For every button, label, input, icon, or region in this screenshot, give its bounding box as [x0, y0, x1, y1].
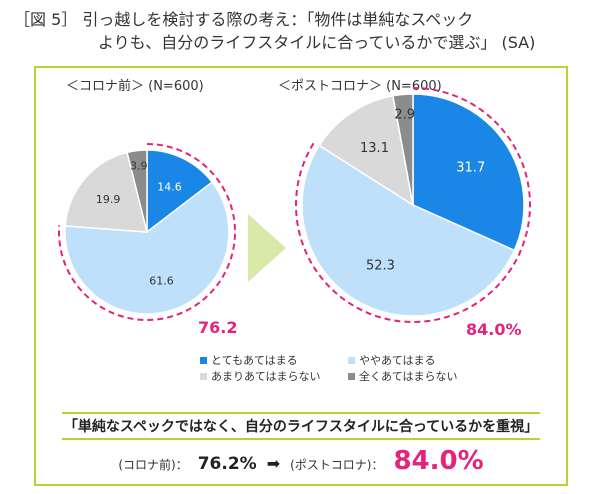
legend-item: あまりあてはまらない	[200, 368, 321, 384]
title-line-2: よりも、自分のライフスタイルに合っているかで選ぶ」 (SA)	[98, 33, 536, 52]
highlight-arc	[295, 87, 531, 323]
pie-slice	[392, 93, 414, 206]
legend-swatch	[348, 356, 355, 364]
summary-box: 「単純なスペックではなく、自分のライフスタイルに合っているかを重視」 (コロナ前…	[34, 402, 568, 486]
pie2-combined-label: 84.0%	[466, 320, 522, 339]
legend-label: 全くあてはまらない	[359, 370, 458, 383]
before-value: 76.2%	[197, 454, 257, 474]
pie-slice	[126, 149, 148, 233]
legend-swatch	[200, 356, 207, 364]
pie-slice	[412, 93, 525, 252]
pie-slice	[301, 144, 516, 317]
pie1-combined-label: 76.2	[198, 318, 238, 337]
legend-label: ややあてはまる	[359, 354, 436, 367]
after-value: 84.0%	[393, 446, 484, 476]
before-label: (コロナ前)：	[118, 458, 188, 472]
legend-swatch	[348, 372, 355, 380]
slice-label: 13.1	[360, 141, 389, 156]
slice-label: 31.7	[456, 161, 485, 176]
summary-headline: 「単純なスペックではなく、自分のライフスタイルに合っているかを重視」	[62, 412, 540, 440]
legend-item: ややあてはまる	[348, 352, 436, 368]
slice-label: 52.3	[366, 259, 395, 274]
arrow-icon: ➡	[266, 454, 281, 473]
highlight-arc	[58, 143, 236, 321]
pie1-subtitle: ＜コロナ前＞ (N=600)	[66, 79, 204, 94]
legend-label: あまりあてはまらない	[211, 370, 321, 383]
chart-title: ［図 5］ 引っ越しを検討する際の考え：「物件は単純なスペック よりも、自分のラ…	[14, 8, 594, 54]
legend-item: 全くあてはまらない	[348, 368, 458, 384]
pie2-subtitle: ＜ポストコロナ＞ (N=600)	[278, 79, 442, 94]
legend-item: とてもあてはまる	[200, 352, 298, 368]
transition-arrow	[248, 214, 286, 282]
pie-slice	[64, 151, 148, 233]
chart-frame	[34, 66, 568, 486]
slice-label: 2.9	[394, 107, 415, 122]
slice-label: 61.6	[149, 275, 174, 288]
after-label: (ポストコロナ)：	[290, 458, 384, 472]
pie-slice	[64, 181, 230, 315]
summary-comparison: (コロナ前)： 76.2% ➡ (ポストコロナ)： 84.0%	[34, 446, 568, 476]
pie-slice	[146, 149, 214, 234]
slice-label: 3.9	[130, 159, 148, 172]
legend-swatch	[200, 372, 207, 380]
title-line-1: ［図 5］ 引っ越しを検討する際の考え：「物件は単純なスペック	[14, 10, 474, 29]
slice-label: 14.6	[157, 180, 182, 193]
legend-label: とてもあてはまる	[211, 354, 298, 367]
slice-label: 19.9	[96, 193, 121, 206]
pie-slice	[318, 94, 415, 207]
